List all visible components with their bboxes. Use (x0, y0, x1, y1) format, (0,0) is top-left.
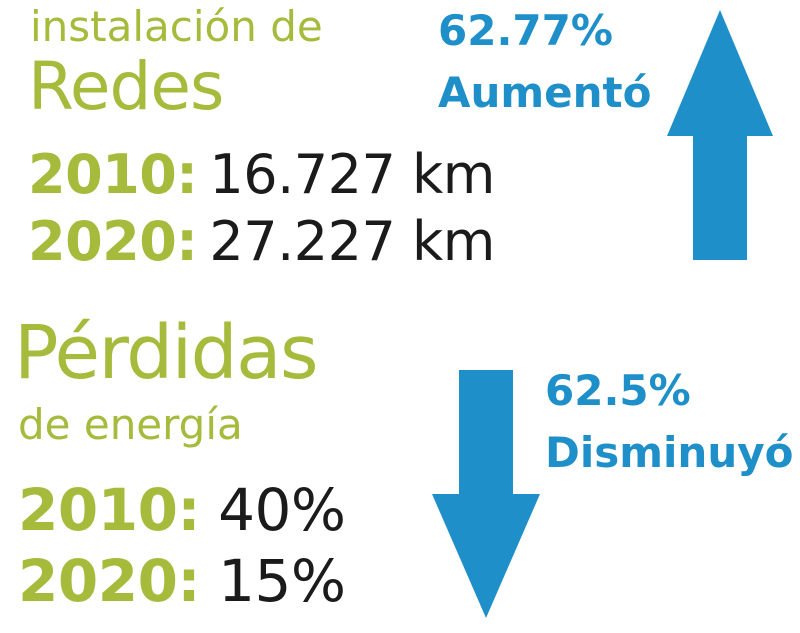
perdidas-title: Pérdidas (14, 310, 319, 396)
redes-row-2010: 2010: 16.727 km (28, 143, 495, 206)
perdidas-value-2020: 15% (218, 547, 346, 615)
perdidas-year-2010: 2010: (18, 476, 201, 544)
arrow-down-icon (432, 370, 540, 618)
perdidas-subtitle: de energía (18, 400, 243, 449)
redes-change-label: Aumentó (438, 68, 652, 117)
redes-title: Redes (28, 48, 224, 125)
redes-value-2020: 27.227 km (209, 210, 495, 273)
redes-year-2010: 2010: (28, 143, 198, 206)
redes-subtitle: instalación de (30, 2, 323, 51)
arrow-up-icon (667, 10, 773, 260)
perdidas-value-2010: 40% (218, 476, 346, 544)
perdidas-change-percent: 62.5% (545, 366, 691, 415)
redes-change-percent: 62.77% (438, 6, 613, 55)
redes-year-2020: 2020: (28, 210, 198, 273)
perdidas-change-label: Disminuyó (545, 428, 794, 477)
redes-value-2010: 16.727 km (209, 143, 495, 206)
perdidas-row-2010: 2010: 40% (18, 476, 346, 544)
perdidas-year-2020: 2020: (18, 547, 201, 615)
perdidas-row-2020: 2020: 15% (18, 547, 346, 615)
redes-row-2020: 2020: 27.227 km (28, 210, 495, 273)
